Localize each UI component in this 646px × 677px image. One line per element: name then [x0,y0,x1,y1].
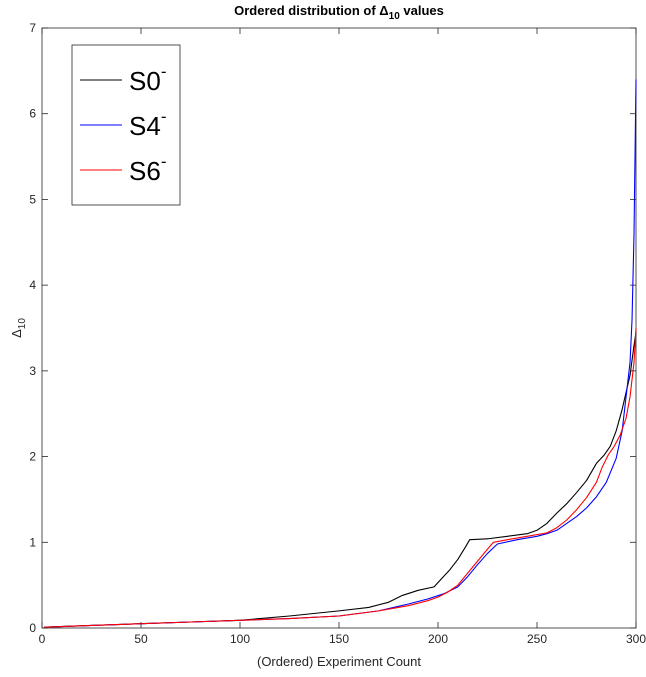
x-tick-label: 0 [39,632,46,646]
x-tick-label: 200 [428,632,448,646]
axes-layer: 0 50 100 150 200 250 300 0 1 2 3 4 5 6 7 [29,21,646,646]
chart-title: Ordered distribution of Δ10 values [234,3,444,22]
y-tick-label: 3 [29,364,36,378]
x-tick-label: 300 [626,632,646,646]
series-line-s0 [43,332,637,628]
x-tick-label: 250 [527,632,547,646]
y-tick-label: 1 [29,535,36,549]
legend-label-s6: S6- [129,152,166,186]
y-axis-label: Δ10 [9,318,28,338]
y-tick-label: 2 [29,450,36,464]
legend-label-s4: S4- [129,107,166,141]
x-tick-label: 150 [329,632,349,646]
legend-label-s0: S0- [129,62,166,96]
x-tick-label: 50 [134,632,148,646]
x-tick-label: 100 [230,632,250,646]
legend: S0- S4- S6- [71,44,181,206]
y-tick-label: 6 [29,107,36,121]
y-tick-label: 7 [29,21,36,35]
y-tick-label: 4 [29,278,36,292]
series-line-s6 [43,327,637,628]
series-layer [43,79,637,628]
y-tick-label: 0 [29,621,36,635]
y-tick-label: 5 [29,192,36,206]
x-axis-label: (Ordered) Experiment Count [257,654,421,669]
